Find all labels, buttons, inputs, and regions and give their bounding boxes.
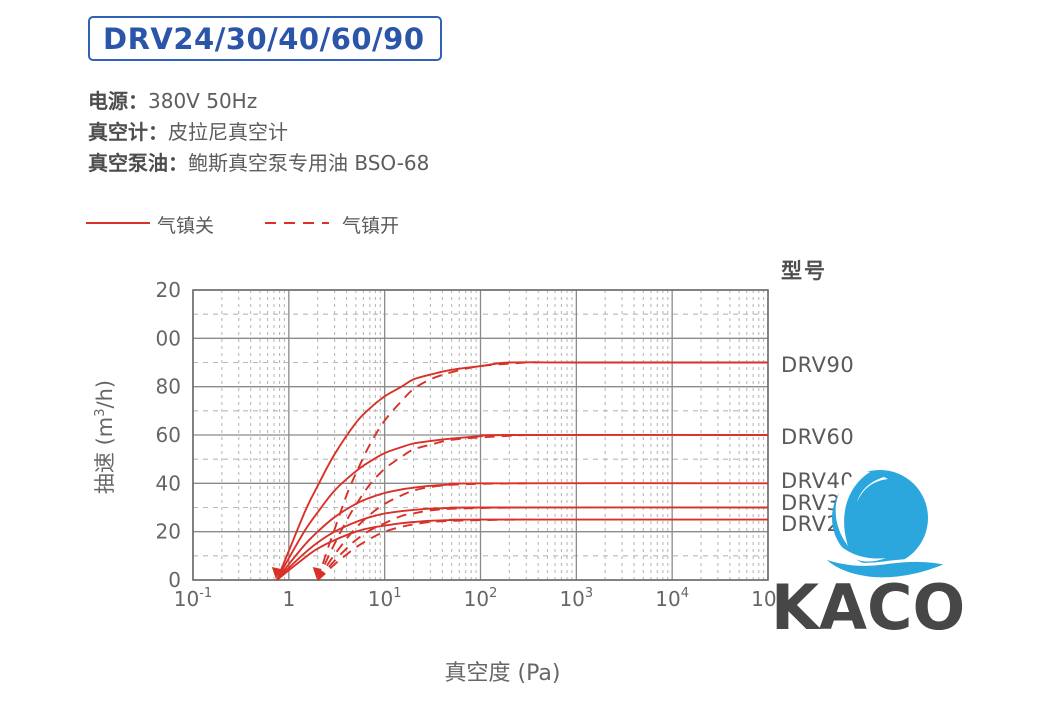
svg-text:20: 20 [156, 278, 181, 302]
model-title-box: DRV24/30/40/60/90 [88, 16, 442, 61]
svg-text:00: 00 [156, 326, 181, 350]
spec-oil: 真空泵油：鲍斯真空泵专用油 BSO-68 [88, 148, 429, 179]
spec-power-label: 电源： [88, 89, 148, 113]
legend-solid-label: 气镇关 [157, 215, 215, 237]
series-column-title: 型号 [781, 259, 827, 283]
spec-power: 电源：380V 50Hz [88, 86, 429, 117]
svg-text:60: 60 [156, 423, 181, 447]
x-axis-title: 真空度 (Pa) [444, 661, 561, 686]
spec-power-value: 380V 50Hz [148, 89, 258, 113]
svg-text:102: 102 [464, 586, 498, 611]
series-label-drv90: DRV90 [781, 353, 855, 377]
page-title: DRV24/30/40/60/90 [103, 22, 425, 56]
svg-text:101: 101 [368, 586, 402, 611]
spec-gauge: 真空计：皮拉尼真空计 [88, 117, 429, 148]
svg-text:40: 40 [156, 471, 181, 495]
legend-dashed-label: 气镇开 [342, 215, 400, 237]
spec-list: 电源：380V 50Hz 真空计：皮拉尼真空计 真空泵油：鲍斯真空泵专用油 BS… [88, 86, 429, 179]
svg-text:105: 105 [751, 586, 785, 611]
spec-oil-label: 真空泵油： [88, 151, 188, 175]
spec-gauge-label: 真空计： [88, 120, 168, 144]
svg-text:20: 20 [156, 520, 181, 544]
spec-gauge-value: 皮拉尼真空计 [168, 120, 288, 144]
svg-text:103: 103 [559, 586, 593, 611]
legend-dashed-line-swatch [265, 222, 329, 224]
kaco-logo-icon [819, 470, 953, 581]
spec-oil-value: 鲍斯真空泵专用油 BSO-68 [188, 151, 430, 175]
svg-text:10-1: 10-1 [174, 586, 212, 611]
svg-text:1: 1 [282, 587, 295, 611]
svg-text:80: 80 [156, 375, 181, 399]
kaco-logo-text: KACO [771, 571, 966, 644]
legend-solid-line-swatch [86, 222, 150, 224]
svg-text:0: 0 [168, 568, 181, 592]
series-label-drv60: DRV60 [781, 425, 855, 449]
svg-text:104: 104 [655, 586, 689, 611]
